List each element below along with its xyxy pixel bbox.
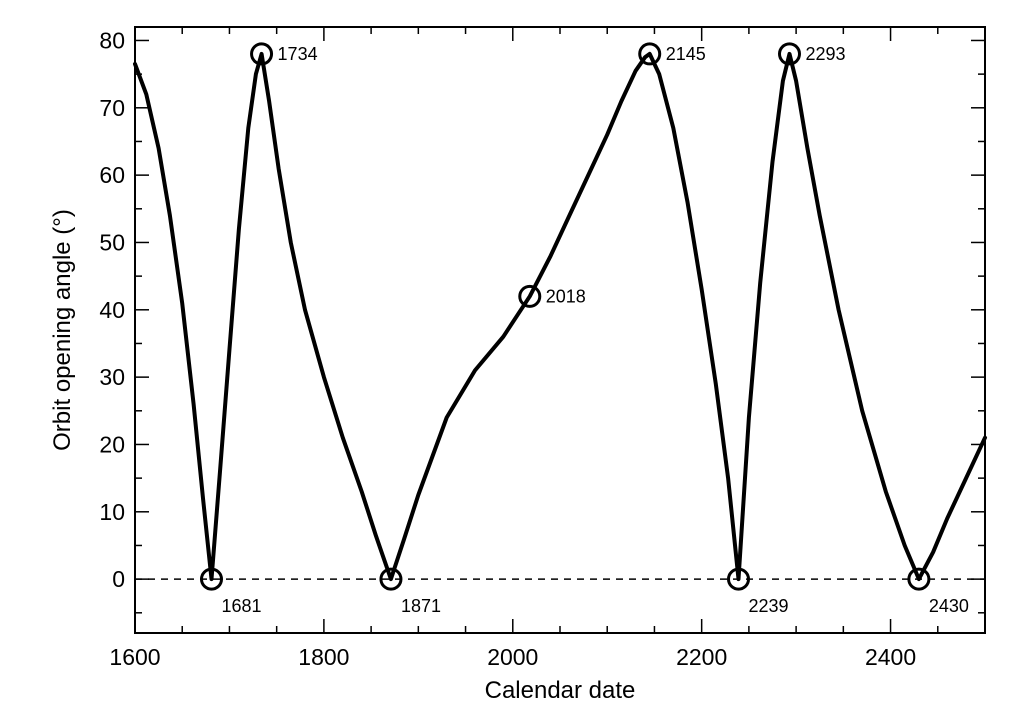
x-tick-label: 2200	[676, 644, 727, 670]
y-tick-label: 30	[99, 364, 125, 390]
y-tick-label: 0	[112, 566, 125, 592]
y-tick-label: 60	[99, 162, 125, 188]
point-marker	[518, 284, 542, 308]
y-tick-label: 80	[99, 27, 125, 53]
x-tick-label: 1800	[298, 644, 349, 670]
y-tick-label: 20	[99, 431, 125, 457]
point-label: 2239	[749, 596, 789, 616]
point-marker	[200, 567, 223, 591]
plot-frame	[134, 26, 986, 634]
y-tick-label: 50	[99, 229, 125, 255]
point-marker	[250, 42, 274, 66]
point-label: 2293	[806, 44, 846, 64]
series-line	[133, 51, 987, 582]
point-label: 2018	[546, 286, 586, 306]
point-marker	[907, 567, 931, 591]
y-tick-label: 40	[99, 297, 125, 323]
x-tick-label: 1600	[109, 644, 160, 670]
point-marker	[379, 567, 403, 591]
point-label: 1871	[401, 596, 441, 616]
x-axis-title: Calendar date	[485, 677, 636, 704]
point-label: 2430	[929, 596, 969, 616]
point-marker	[778, 42, 801, 66]
point-label: 1734	[278, 44, 318, 64]
point-label: 1681	[222, 596, 262, 616]
x-tick-label: 2000	[487, 644, 538, 670]
y-tick-label: 10	[99, 499, 125, 525]
point-marker	[638, 42, 662, 66]
x-tick-label: 2400	[865, 644, 916, 670]
y-axis-title: Orbit opening angle (°)	[49, 209, 76, 451]
point-marker	[727, 567, 750, 591]
y-tick-label: 70	[99, 95, 125, 121]
point-label: 2145	[666, 44, 706, 64]
